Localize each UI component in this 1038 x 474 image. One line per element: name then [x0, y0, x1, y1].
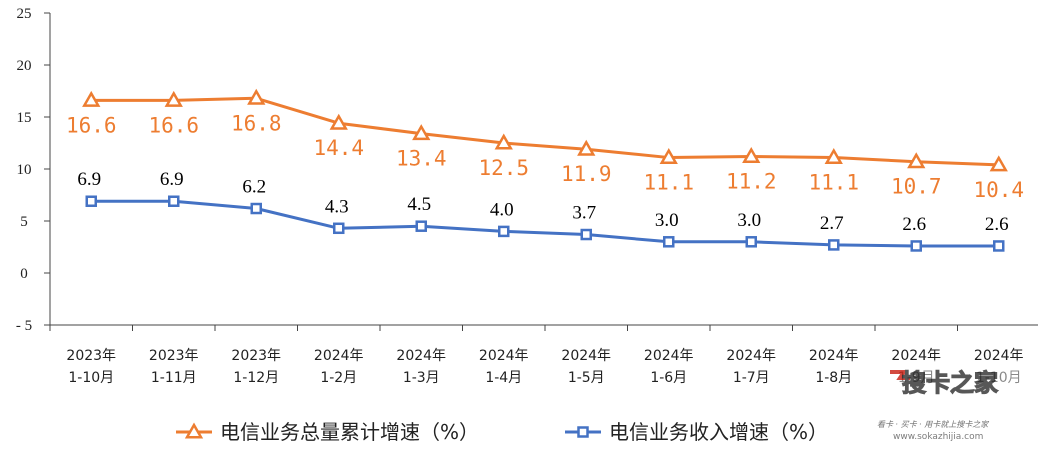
y-tick-label: 0 — [20, 266, 28, 282]
x-tick-label-period: 1-9月 — [898, 370, 935, 386]
triangle-marker — [494, 133, 513, 150]
legend-label: 电信业务总量累计增速（%） — [220, 420, 479, 444]
square-marker — [333, 222, 345, 235]
square-marker — [415, 220, 427, 232]
watermark-logo-text: 搜卡之家 — [902, 369, 998, 397]
data-label: 16.6 — [148, 113, 199, 137]
triangle-marker — [247, 88, 266, 105]
legend-item-revenue: 电信业务收入增速（%） — [565, 420, 828, 444]
y-tick-label: 25 — [17, 6, 32, 22]
triangle-marker — [824, 148, 843, 165]
y-tick-label: 5 — [20, 214, 28, 230]
square-marker — [498, 225, 510, 238]
square-marker — [250, 202, 262, 215]
data-label: 4.5 — [407, 194, 431, 215]
data-label: 13.4 — [396, 147, 447, 171]
square-marker — [910, 240, 922, 252]
x-tick-label-period: 1-2月 — [320, 370, 357, 386]
data-label: 6.2 — [242, 177, 266, 198]
series-line — [91, 96, 999, 167]
x-tick-label-period: 1-11月 — [151, 370, 197, 386]
data-label: 11.9 — [561, 162, 612, 186]
legend-triangle-marker — [184, 422, 204, 439]
data-label: 4.0 — [490, 199, 514, 220]
y-tick-label: 10 — [17, 162, 32, 178]
x-tick-label-year: 2024年 — [974, 348, 1024, 364]
x-tick-label-year: 2023年 — [149, 348, 199, 364]
data-label: 12.5 — [478, 156, 529, 180]
square-marker — [168, 195, 180, 207]
data-label: 10.4 — [973, 178, 1024, 202]
x-tick-label-year: 2024年 — [726, 348, 776, 364]
triangle-marker — [989, 155, 1008, 172]
data-label: 3.0 — [737, 210, 761, 231]
x-tick-label-period: 1-5月 — [568, 370, 605, 386]
x-axis: 2023年 1-10月 2023年 1-11月 2023年 1-12月 2024年 1-2月 2… — [49, 324, 1038, 386]
series-telecom-volume: 16.6 16.6 16.8 14.4 13.4 12.5 11.9 11.1 11.2 11.1… — [66, 88, 1024, 202]
legend-label: 电信业务收入增速（%） — [609, 420, 828, 444]
triangle-marker — [412, 124, 431, 141]
square-marker — [580, 228, 592, 241]
y-tick-label: 20 — [17, 58, 32, 74]
x-tick-label-period: 1-7月 — [733, 370, 770, 386]
x-tick-label-year: 2024年 — [644, 348, 694, 364]
x-tick-label-year: 2024年 — [809, 348, 859, 364]
triangle-marker — [329, 113, 348, 130]
x-tick-label-period: 1-6月 — [650, 370, 687, 386]
y-tick-label: - 5 — [16, 318, 32, 334]
square-marker — [993, 240, 1005, 252]
x-tick-label-period: 1-12月 — [233, 370, 279, 386]
x-tick-label-year: 2024年 — [561, 348, 611, 364]
triangle-marker — [577, 139, 596, 156]
watermark-tagline: 看卡 · 买卡 · 用卡就上搜卡之家 — [877, 420, 989, 429]
data-label: 16.8 — [231, 111, 282, 135]
watermark-url: www.sokazhijia.com — [893, 432, 983, 442]
data-label: 11.2 — [726, 170, 777, 194]
x-tick-label-year: 2024年 — [479, 348, 529, 364]
data-label: 4.3 — [325, 196, 349, 217]
data-label: 3.7 — [572, 203, 596, 224]
data-label: 14.4 — [313, 136, 364, 160]
legend-item-volume: 电信业务总量累计增速（%） — [176, 420, 479, 444]
triangle-marker — [82, 90, 101, 107]
legend: 电信业务总量累计增速（%） 电信业务收入增速（%） — [176, 420, 828, 444]
y-axis: - 5 0 5 10 15 20 25 — [16, 6, 51, 334]
triangle-marker — [907, 152, 926, 169]
x-tick-label-year: 2024年 — [396, 348, 446, 364]
x-tick-label-year: 2023年 — [66, 348, 116, 364]
data-label: 2.6 — [902, 214, 926, 235]
triangle-marker — [659, 148, 678, 165]
square-marker — [85, 195, 97, 207]
x-tick-label-period: 1-10月 — [68, 370, 114, 386]
x-tick-label-period: 1-3月 — [403, 370, 440, 386]
series-layer: 16.6 16.6 16.8 14.4 13.4 12.5 11.9 11.1 11.2 11.1… — [66, 88, 1024, 252]
x-tick-label-year: 2024年 — [314, 348, 364, 364]
series-line — [91, 199, 999, 248]
series-telecom-revenue: 6.9 6.9 6.2 4.3 4.5 4.0 3.7 3.0 3.0 2.7 2.6 2.6 — [77, 169, 1009, 252]
data-label: 16.6 — [66, 113, 117, 137]
x-tick-label-period: 1-8月 — [815, 370, 852, 386]
x-tick-label-period: 1-10月 — [976, 370, 1022, 386]
data-label: 2.7 — [820, 213, 844, 234]
data-label: 11.1 — [643, 171, 694, 195]
x-tick-label-year: 2024年 — [891, 348, 941, 364]
triangle-marker — [742, 147, 761, 164]
watermark-logo: 搜卡之家 看卡 · 买卡 · 用卡就上搜卡之家 www.sokazhijia.c… — [877, 360, 1028, 442]
data-label: 11.1 — [808, 171, 859, 195]
data-label: 10.7 — [891, 175, 942, 199]
data-label: 6.9 — [160, 169, 184, 190]
x-tick-label-year: 2023年 — [231, 348, 281, 364]
square-marker — [745, 236, 757, 248]
data-label: 6.9 — [77, 169, 101, 190]
triangle-marker — [164, 90, 183, 107]
square-marker — [828, 239, 840, 251]
data-label: 2.6 — [985, 214, 1009, 235]
square-marker — [663, 236, 675, 248]
x-tick-label-period: 1-4月 — [485, 370, 522, 386]
data-label: 3.0 — [655, 210, 679, 231]
legend-square-marker — [577, 426, 589, 438]
y-tick-label: 15 — [17, 110, 32, 126]
